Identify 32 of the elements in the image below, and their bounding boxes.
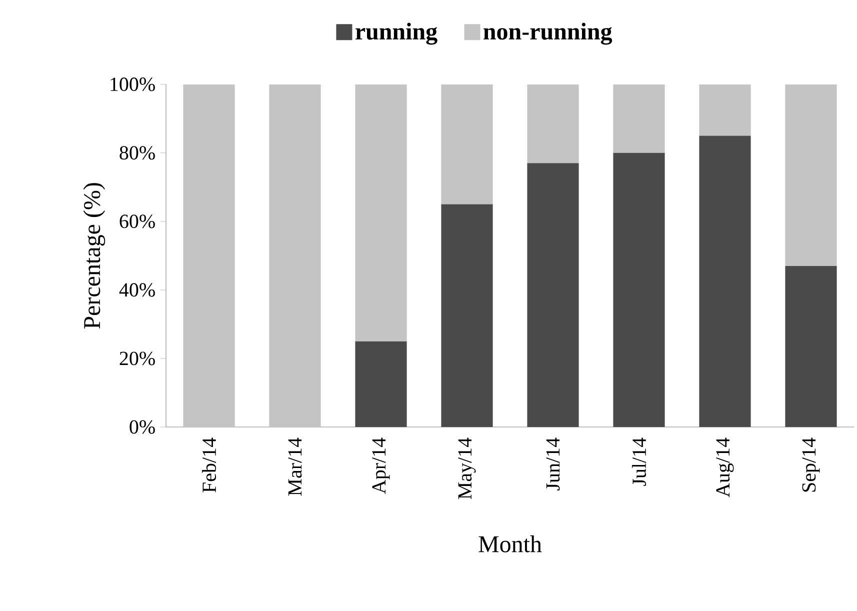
bar xyxy=(613,152,665,428)
bar xyxy=(183,84,235,428)
bar xyxy=(355,341,407,428)
bar xyxy=(355,84,407,342)
x-tick-label: Sep/14 xyxy=(802,438,820,492)
x-tick-label: Aug/14 xyxy=(716,438,734,498)
legend-label: running xyxy=(356,22,438,45)
y-tick-label: 100% xyxy=(110,78,155,92)
x-tick-label: Mar/14 xyxy=(288,438,302,496)
y-tick-label: 60% xyxy=(120,214,155,228)
y-axis-title: Percentage (%) xyxy=(83,183,106,329)
y-tick-label: 20% xyxy=(120,352,155,366)
bar xyxy=(613,84,665,153)
bar xyxy=(699,136,751,428)
bar xyxy=(699,84,751,136)
y-tick-label: 40% xyxy=(119,283,155,297)
bar xyxy=(269,84,321,428)
bar xyxy=(785,266,837,428)
x-tick-label: May/14 xyxy=(458,438,476,500)
y-tick-label: 0% xyxy=(130,420,155,434)
bar xyxy=(527,163,579,428)
bar xyxy=(785,84,837,266)
bar xyxy=(441,84,493,204)
x-tick-label: Jul/14 xyxy=(632,438,646,486)
y-tick-label: 80% xyxy=(120,146,155,160)
x-tick-label: Jun/14 xyxy=(546,438,560,490)
x-axis-title: Month xyxy=(478,535,542,552)
bar xyxy=(441,204,493,428)
x-tick-label: Apr/14 xyxy=(372,438,390,494)
legend-label: non-running xyxy=(484,22,612,45)
bar xyxy=(527,84,579,164)
x-tick-label: Feb/14 xyxy=(202,438,216,492)
